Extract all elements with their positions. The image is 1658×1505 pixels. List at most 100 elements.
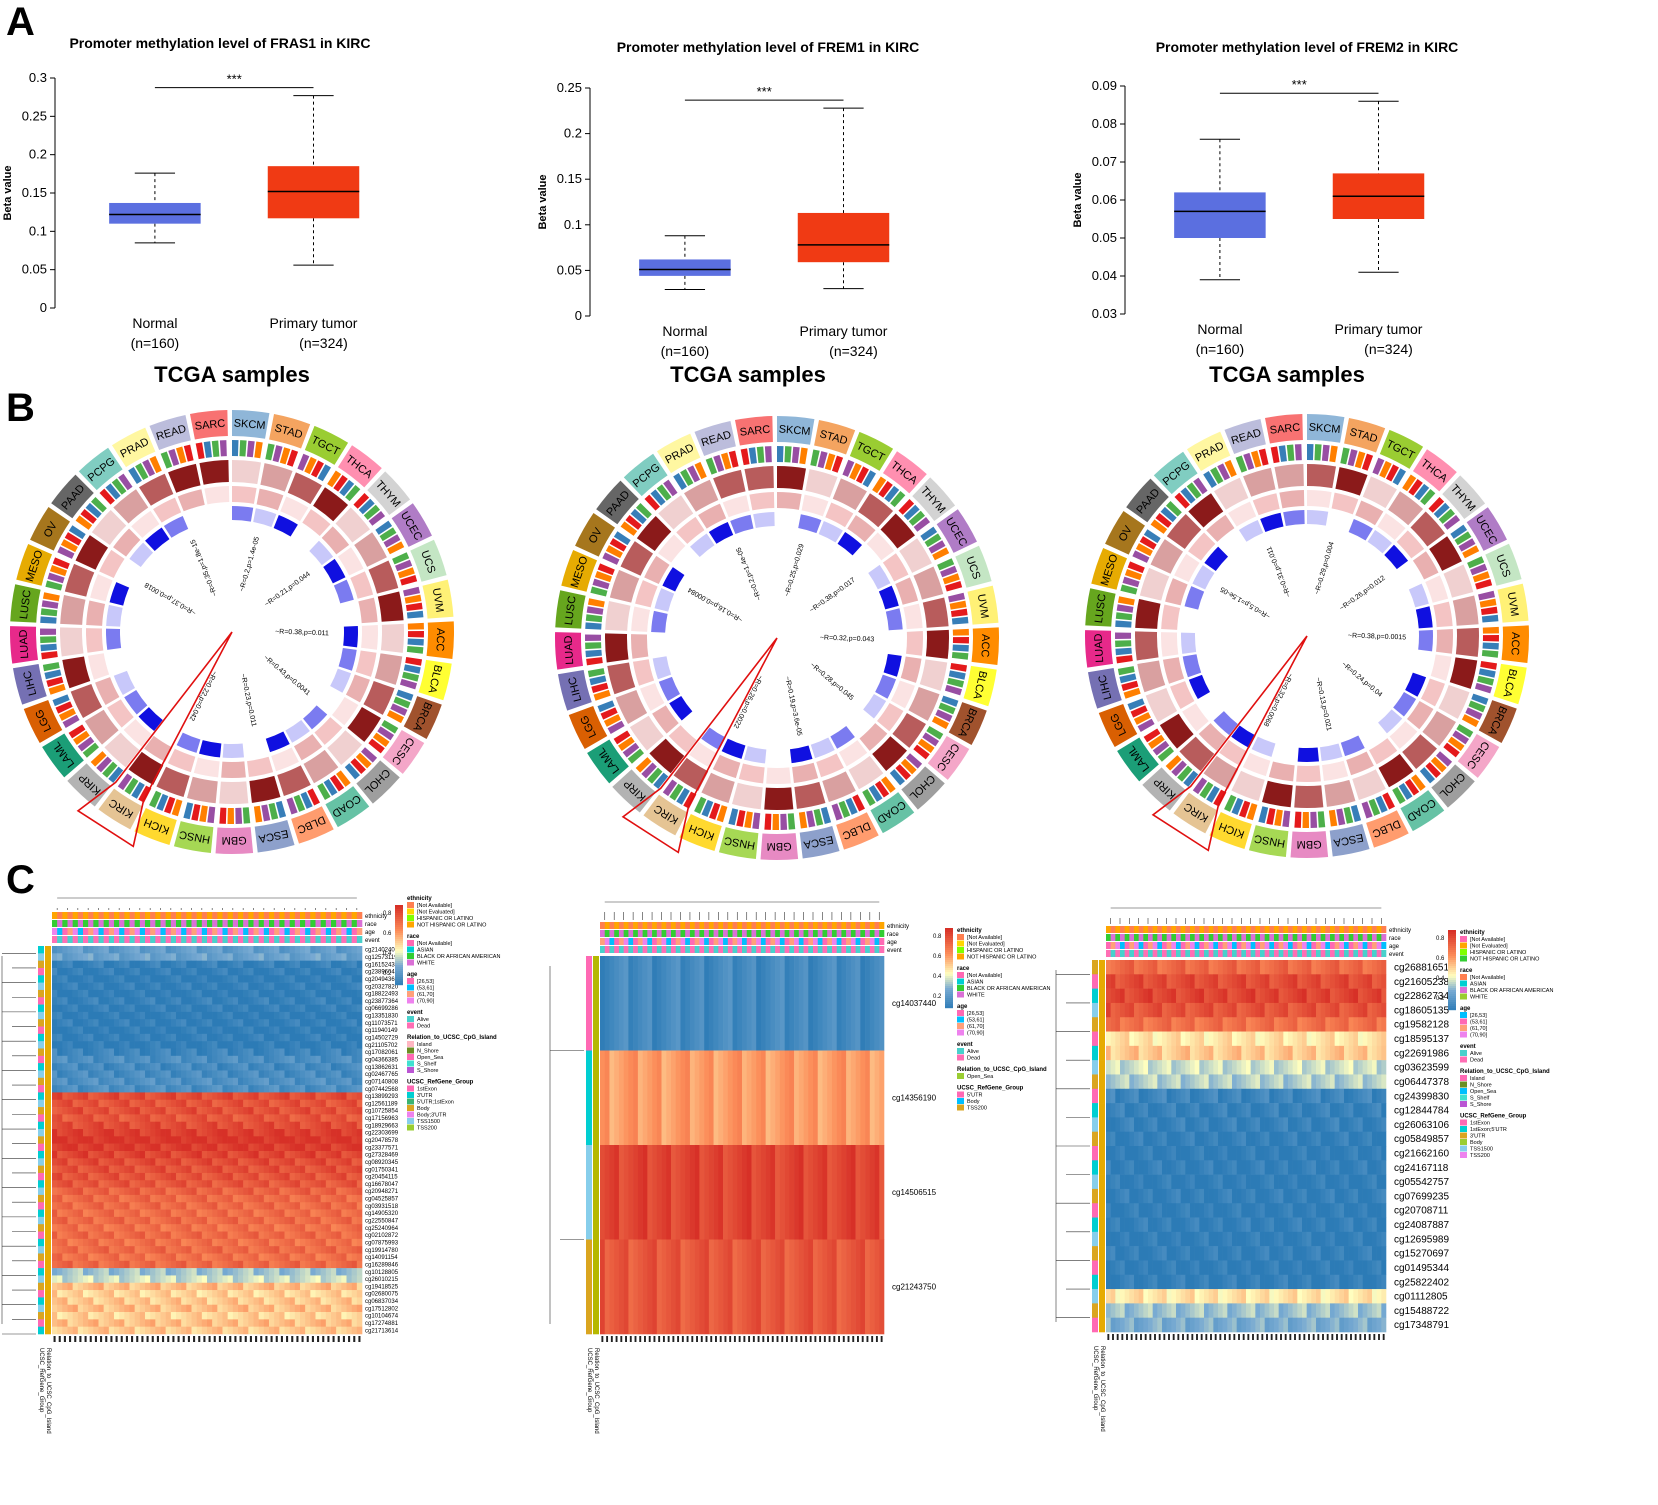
- annotation-cell: [170, 936, 177, 943]
- heatmap-cell: [310, 960, 316, 969]
- annotation-bar: [164, 796, 176, 814]
- heatmap-cell: [284, 1114, 290, 1122]
- annotation-cell: [243, 920, 249, 927]
- annotation-cell: [746, 922, 752, 929]
- annotation-cell: [600, 930, 606, 937]
- heatmap-cell: [356, 1216, 363, 1225]
- heatmap-cell: [351, 1077, 358, 1086]
- heatmap-cell: [248, 1268, 254, 1276]
- heatmap-cell: [284, 1194, 290, 1203]
- heatmap-cell: [320, 1114, 327, 1122]
- heatmap-cell: [243, 1326, 249, 1335]
- row-annotation-island: [45, 1297, 51, 1306]
- heatmap-cell: [346, 1041, 352, 1049]
- heatmap-cell: [77, 1216, 84, 1225]
- heatmap-cell: [294, 1304, 301, 1313]
- heatmap-cell: [269, 1312, 275, 1320]
- annotation-cell: [675, 922, 681, 929]
- heatmap-cell: [119, 1326, 125, 1335]
- heatmap-cell: [83, 1165, 89, 1174]
- heatmap-cell: [243, 1304, 249, 1313]
- heatmap-cell: [72, 1114, 79, 1122]
- heatmap-cell: [67, 1077, 73, 1086]
- heatmap-cell: [279, 1107, 285, 1115]
- heatmap-cell: [351, 1275, 358, 1284]
- cancer-label-bg: [98, 788, 143, 830]
- heatmap-cell: [269, 1026, 275, 1035]
- annotation-bar: [372, 732, 390, 748]
- cancer-label-bg: [382, 730, 425, 774]
- heatmap-cell: [310, 1304, 316, 1313]
- heatmap-cell: [336, 997, 342, 1005]
- column-tick: [120, 1336, 123, 1342]
- heatmap-cell: [243, 1041, 249, 1049]
- significance-label: ***: [1292, 77, 1307, 92]
- heatmap-cell: [67, 1041, 73, 1049]
- heatmap-cell: [274, 946, 280, 954]
- heatmap-cell: [289, 1172, 296, 1181]
- heatmap-cell: [196, 1041, 203, 1049]
- heatmap-cell: [98, 1099, 104, 1108]
- heatmap-cell: [150, 1041, 156, 1049]
- annotation-cell: [727, 938, 733, 945]
- heatmap-cell: [336, 1165, 342, 1174]
- annotation-cell: [827, 930, 833, 937]
- heatmap-cell: [284, 1136, 290, 1144]
- heatmap-cell: [253, 1004, 259, 1013]
- heatmap-cell: [155, 997, 161, 1005]
- heatmap-cell: [320, 1063, 327, 1071]
- correlation-ring: [232, 506, 254, 522]
- heatmap-cell: [356, 1070, 363, 1079]
- heatmap-cell: [57, 1260, 63, 1269]
- heatmap-cell: [134, 1304, 141, 1313]
- heatmap-cell: [238, 1150, 244, 1159]
- heatmap-cell: [212, 989, 218, 998]
- annotation-bar: [111, 478, 127, 495]
- heatmap-cell: [253, 1304, 259, 1313]
- methylation-ring: [377, 591, 404, 622]
- heatmap-cell: [346, 953, 352, 961]
- heatmap-cell: [181, 1041, 187, 1049]
- annotation-bar: [183, 802, 194, 820]
- heatmap-cell: [269, 1092, 275, 1101]
- heatmap-cell: [284, 1085, 290, 1093]
- annotation-cell: [798, 922, 804, 929]
- heatmap-cell: [232, 1282, 239, 1291]
- significance-label: ***: [227, 72, 242, 87]
- heatmap-cell: [170, 1231, 177, 1240]
- heatmap-cell: [88, 1063, 94, 1071]
- heatmap-cell: [191, 960, 197, 969]
- heatmap-cell: [191, 1202, 197, 1210]
- heatmap-cell: [269, 1150, 275, 1159]
- heatmap-cell: [232, 1209, 239, 1218]
- heatmap-cell: [57, 1172, 63, 1181]
- heatmap-cell: [83, 1055, 89, 1064]
- heatmap-cell: [62, 946, 68, 954]
- heatmap-cell: [67, 1063, 73, 1071]
- heatmap-cell: [310, 1275, 316, 1284]
- annotation-cell: [647, 938, 653, 945]
- annotation-bar: [55, 701, 73, 714]
- heatmap-cell: [98, 1216, 104, 1225]
- heatmap-cell: [196, 1085, 203, 1093]
- annotation-cell: [150, 936, 156, 943]
- heatmap-cell: [315, 1150, 321, 1159]
- heatmap-cell: [176, 1092, 182, 1101]
- annotation-cell: [170, 928, 177, 935]
- heatmap-cell: [263, 1019, 270, 1027]
- heatmap-cell: [269, 1019, 275, 1027]
- heatmap-cell: [336, 975, 342, 983]
- heatmap-cell: [346, 1033, 352, 1042]
- heatmap-cell: [88, 1231, 94, 1240]
- column-tick: [74, 1336, 77, 1342]
- row-annotation-island: [45, 1172, 51, 1181]
- heatmap-cell: [191, 1312, 197, 1320]
- heatmap-cell: [108, 982, 115, 991]
- heatmap-cell: [129, 1209, 135, 1218]
- heatmap-cell: [279, 1319, 285, 1327]
- box-0: [109, 202, 201, 224]
- heatmap-cell: [305, 1129, 311, 1137]
- annotation-cell: [124, 912, 130, 919]
- annotation-cell: [628, 938, 634, 945]
- annotation-bar: [135, 463, 149, 481]
